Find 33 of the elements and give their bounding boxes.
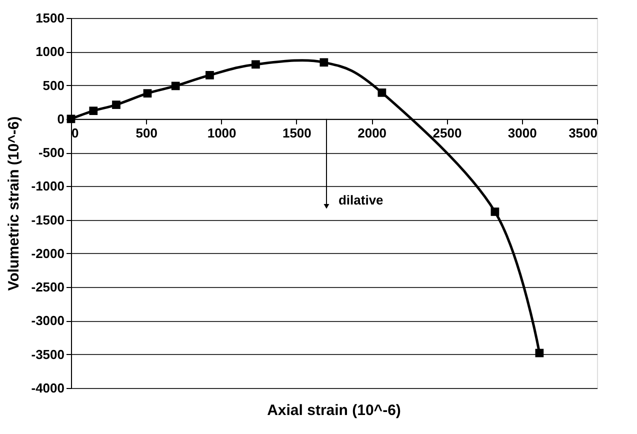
y-tick-label: 0 [57, 111, 64, 126]
x-tick-label: 2000 [358, 125, 387, 140]
y-tick-label: -3500 [31, 346, 64, 362]
point [143, 89, 152, 98]
y-tick-label: -500 [38, 145, 64, 160]
x-tick-label: 2500 [432, 125, 462, 140]
y-tick-label: -1500 [31, 212, 64, 228]
y-axis-title: Volumetric strain (10^-6) [5, 116, 22, 291]
x-tick-label: 500 [136, 125, 158, 140]
x-tick-label: 0 [72, 125, 79, 140]
x-axis-title: Axial strain (10^-6) [267, 402, 401, 419]
y-tick-label: -1000 [31, 178, 64, 194]
x-tick-label: 3000 [508, 125, 537, 140]
point [112, 100, 120, 109]
x-tick-label: 1500 [282, 125, 312, 140]
annotation: dilative [338, 192, 384, 208]
point [252, 60, 260, 69]
y-tick-label: 1000 [36, 44, 64, 60]
y-tick-label: -2500 [31, 280, 64, 295]
y-tick-label: -4000 [31, 380, 64, 396]
point [320, 58, 328, 67]
y-tick-label: 1500 [36, 10, 64, 26]
point [378, 88, 386, 97]
point [535, 348, 544, 358]
point [89, 106, 98, 116]
x-tick-label: 3500 [568, 125, 598, 140]
y-tick-label: -3000 [31, 313, 64, 328]
point [206, 71, 214, 80]
y-tick-label: -2000 [31, 246, 64, 261]
point [490, 208, 500, 216]
y-tick-label: 500 [42, 78, 64, 93]
point [171, 82, 180, 90]
x-tick-label: 1000 [207, 125, 236, 140]
